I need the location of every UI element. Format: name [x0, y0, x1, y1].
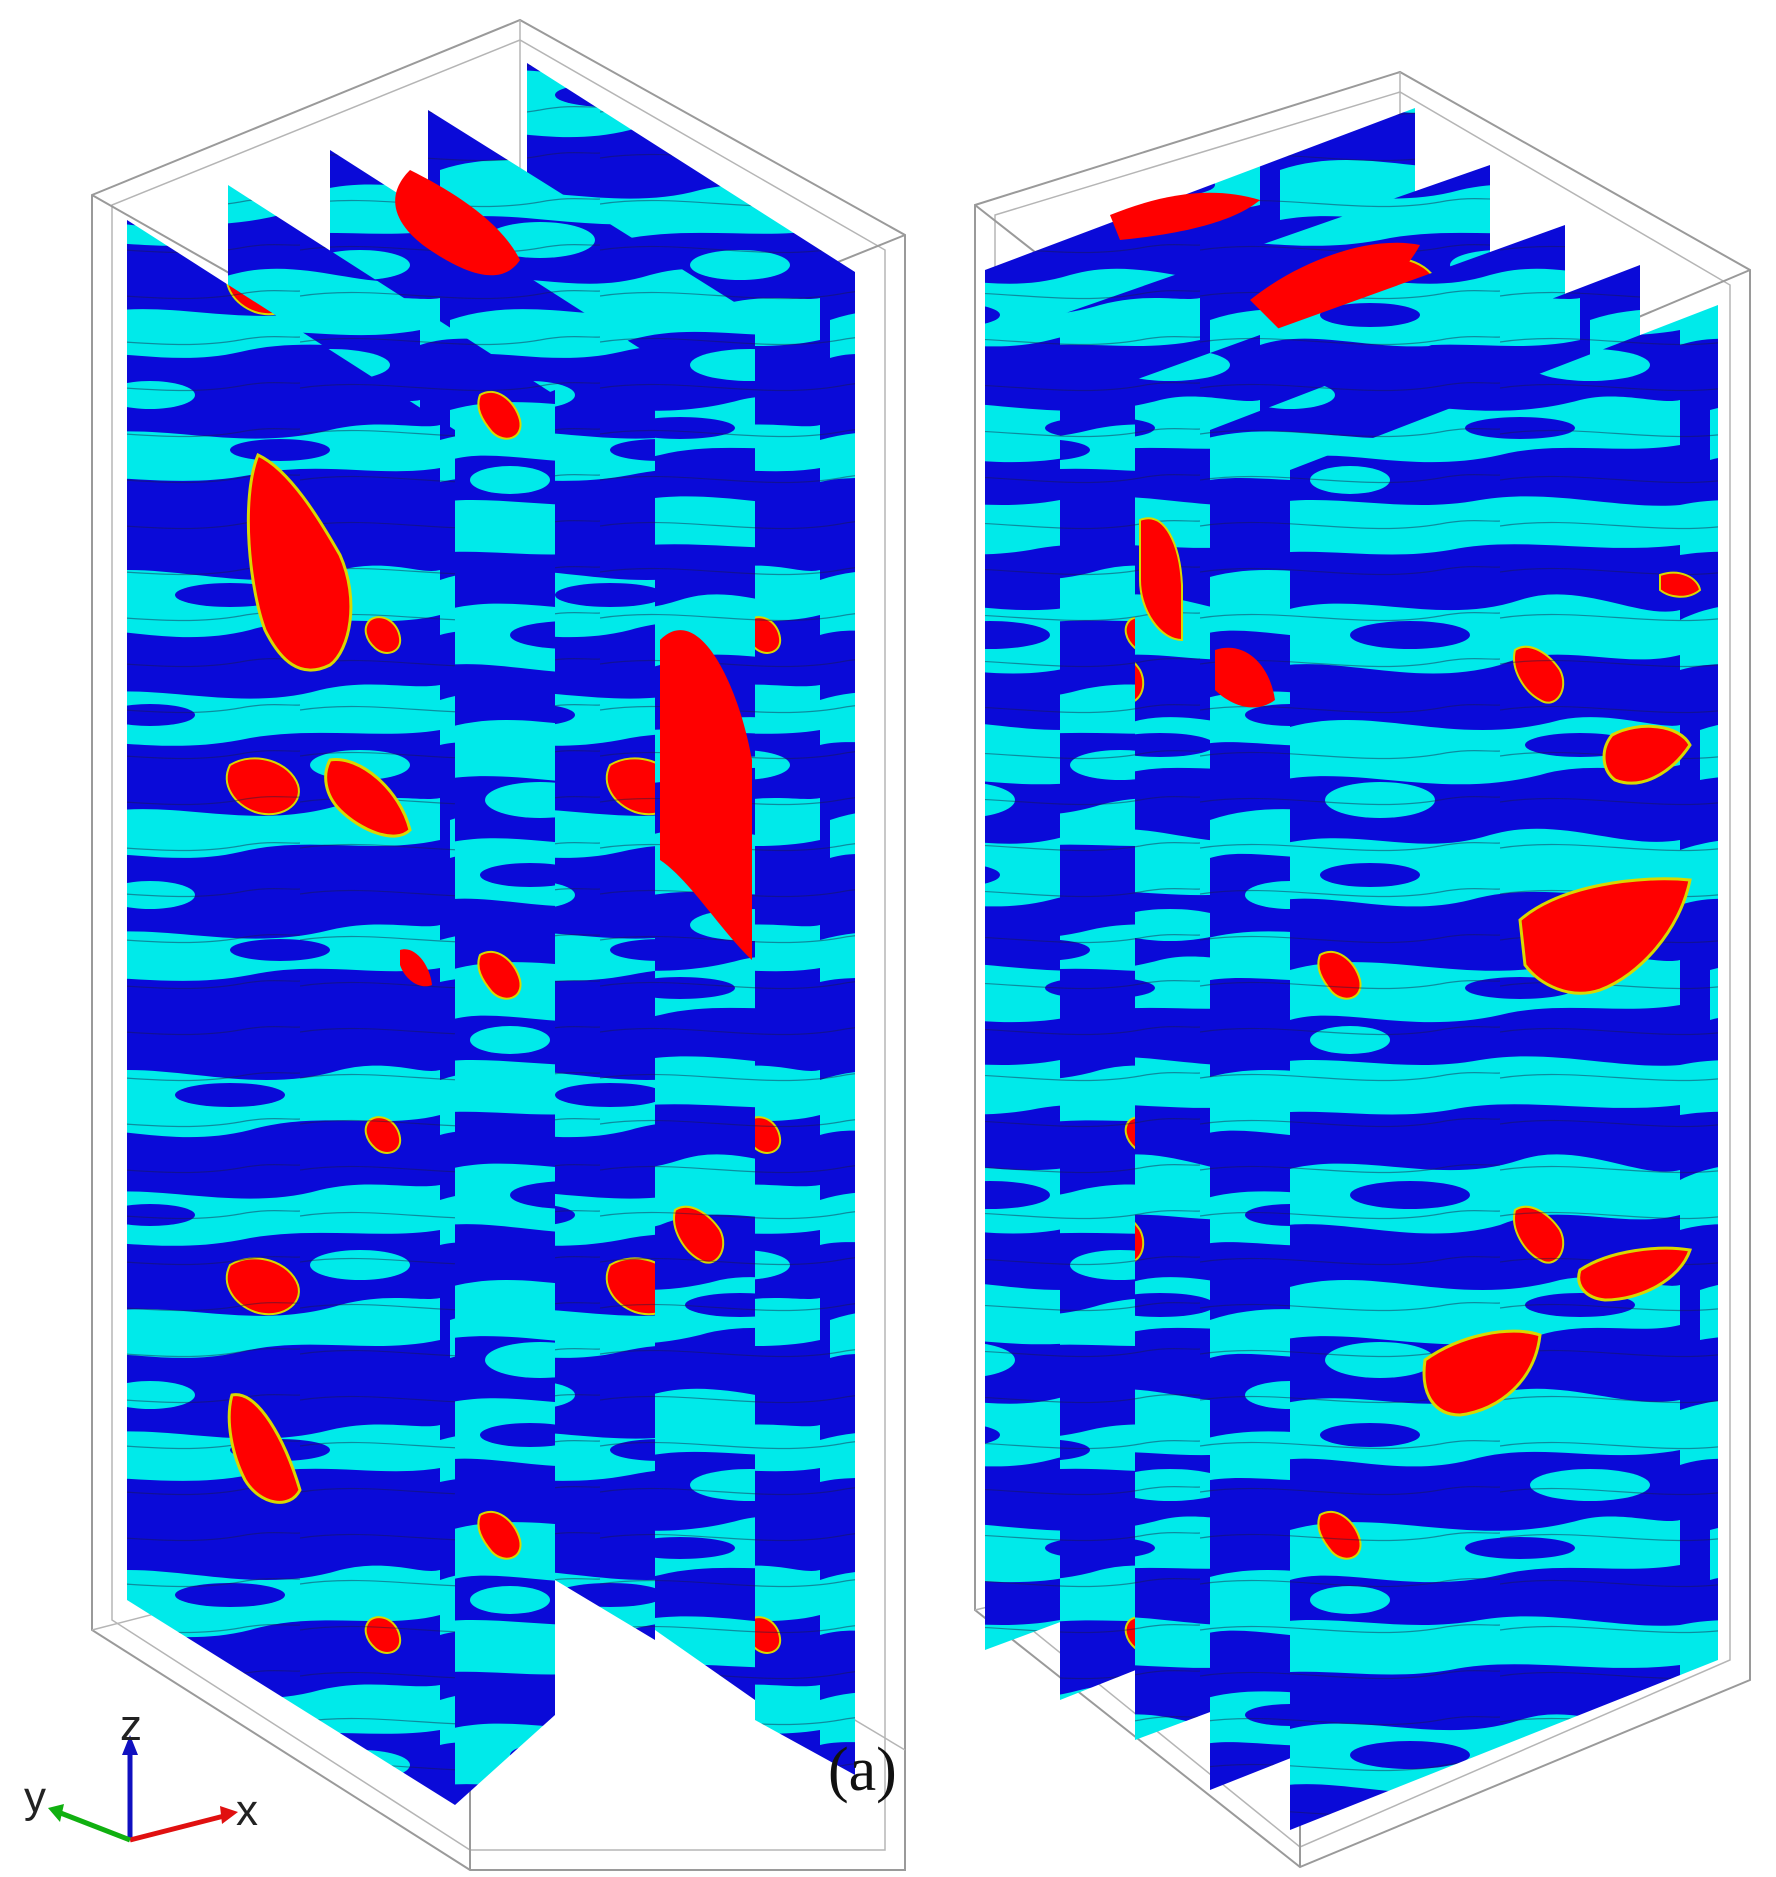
z-axis-arrow [122, 1735, 138, 1755]
y-axis-line [57, 1809, 131, 1843]
axis-triad: z x y [24, 1701, 258, 1843]
y-axis-arrow [48, 1804, 64, 1822]
right-slice-front [1290, 305, 1718, 1830]
left-sample-block [91, 18, 906, 1871]
left-center-strip [455, 390, 555, 1805]
y-axis-label: y [24, 1773, 46, 1822]
x-axis-line [129, 1812, 229, 1843]
z-axis-label: z [120, 1701, 142, 1750]
right-sample-block [974, 70, 1751, 1869]
x-axis-arrow [220, 1806, 238, 1824]
x-axis-label: x [236, 1786, 258, 1835]
panel-label: (a) [828, 1736, 897, 1804]
left-slice-front [127, 220, 455, 1805]
